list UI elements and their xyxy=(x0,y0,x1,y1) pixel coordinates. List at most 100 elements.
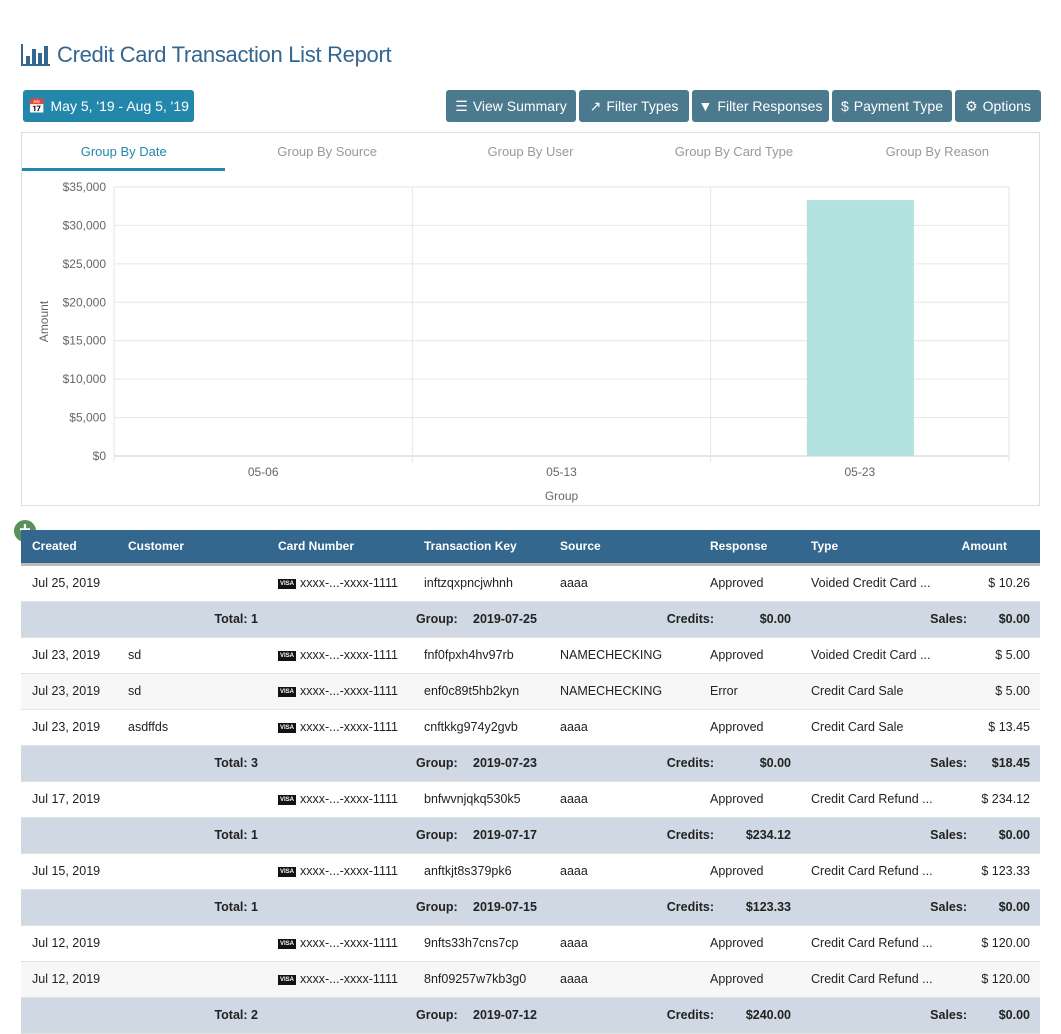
list-icon: ☰ xyxy=(455,97,468,114)
response-cell-text: Approved xyxy=(710,720,764,734)
credits-value-text: $240.00 xyxy=(745,1008,791,1022)
column-header[interactable]: Card Number xyxy=(278,539,355,553)
created-cell: Jul 23, 2019 xyxy=(32,674,100,709)
transaction-key-cell: enf0c89t5hb2kyn xyxy=(424,674,519,709)
sales-label: Sales: xyxy=(930,998,967,1033)
y-tick-label: $30,000 xyxy=(63,218,107,232)
type-cell: Credit Card Sale xyxy=(811,710,903,745)
column-header[interactable]: Type xyxy=(811,539,839,553)
group-value-text: 2019-07-25 xyxy=(473,612,537,626)
type-cell: Credit Card Refund ... xyxy=(811,854,933,889)
sales-label: Sales: xyxy=(930,818,967,853)
visa-card-icon: VISA xyxy=(278,650,297,661)
credits-value: $0.00 xyxy=(760,746,791,781)
created-cell-text: Jul 15, 2019 xyxy=(32,864,101,878)
total-count: Total: 1 xyxy=(214,818,258,853)
credits-label-text: Credits: xyxy=(666,756,714,770)
card-number-cell-text: xxxx-...-xxxx-1111 xyxy=(300,936,398,950)
source-cell-text: aaaa xyxy=(560,936,588,950)
amount-cell-text: $ 10.26 xyxy=(988,576,1030,590)
visa-card-icon: VISA xyxy=(278,722,297,733)
source-cell: aaaa xyxy=(560,962,588,997)
credits-value: $240.00 xyxy=(746,998,791,1033)
bar-chart: $0 $5,000 $10,000 $15,000 $20,000 $25,000 $30,… xyxy=(37,180,1010,503)
date-range-label: May 5, '19 - Aug 5, '19 xyxy=(50,98,189,114)
transaction-key-cell-text: 9nfts33h7cns7cp xyxy=(424,936,519,950)
sales-value-text: $0.00 xyxy=(998,900,1030,914)
x-tick-label: 05-23 xyxy=(844,465,875,479)
card-number-cell-text: xxxx-...-xxxx-1111 xyxy=(300,792,398,806)
card-number-cell-text: xxxx-...-xxxx-1111 xyxy=(300,684,398,698)
button-label: View Summary xyxy=(472,98,567,114)
payment-type-button[interactable]: $ Payment Type xyxy=(832,90,952,122)
sales-label-text: Sales: xyxy=(930,612,967,626)
group-label: Group: xyxy=(416,602,458,637)
credits-label-text: Credits: xyxy=(666,1008,714,1022)
page-title: Credit Card Transaction List Report xyxy=(21,42,392,68)
card-number-cell: VISA xxxx-...-xxxx-1111 xyxy=(278,782,398,817)
group-value-text: 2019-07-12 xyxy=(473,1008,537,1022)
tab-group-by-source[interactable]: Group By Source xyxy=(277,144,377,159)
created-cell: Jul 15, 2019 xyxy=(32,854,100,889)
filter-responses-button[interactable]: ▼ Filter Responses xyxy=(692,90,829,122)
credits-value-text: $0.00 xyxy=(759,756,791,770)
sales-label-text: Sales: xyxy=(930,828,967,842)
x-tick-label: 05-06 xyxy=(248,465,279,479)
y-tick-label: $5,000 xyxy=(69,411,106,425)
group-value: 2019-07-23 xyxy=(473,746,537,781)
column-header[interactable]: Customer xyxy=(128,539,185,553)
transaction-key-cell-text: inftzqxpncjwhnh xyxy=(424,576,513,590)
column-header[interactable]: Amount xyxy=(961,539,1007,553)
total-count-text: Total: 2 xyxy=(214,1008,258,1022)
source-cell: aaaa xyxy=(560,710,588,745)
visa-card-icon: VISA xyxy=(278,974,297,985)
credits-label: Credits: xyxy=(667,890,714,925)
sales-value-text: $18.45 xyxy=(991,756,1030,770)
source-cell-text: aaaa xyxy=(560,720,588,734)
amount-cell: $ 5.00 xyxy=(995,638,1030,673)
group-tabs: Group By Date Group By Source Group By U… xyxy=(22,133,1039,171)
customer-cell-text: sd xyxy=(128,684,142,698)
sales-label: Sales: xyxy=(930,602,967,637)
group-label: Group: xyxy=(416,998,458,1033)
created-cell-text: Jul 23, 2019 xyxy=(32,684,101,698)
sales-value-text: $0.00 xyxy=(998,1008,1030,1022)
options-button[interactable]: ⚙ Options xyxy=(955,90,1041,122)
column-header[interactable]: Source xyxy=(560,539,601,553)
credits-label-text: Credits: xyxy=(666,828,714,842)
credits-label: Credits: xyxy=(667,818,714,853)
button-label: Payment Type xyxy=(853,98,944,114)
transaction-key-cell: 9nfts33h7cns7cp xyxy=(424,926,519,961)
sales-value: $0.00 xyxy=(999,818,1030,853)
group-label: Group: xyxy=(416,890,458,925)
tab-group-by-card-type[interactable]: Group By Card Type xyxy=(674,144,794,159)
credits-label-text: Credits: xyxy=(666,900,714,914)
response-cell-text: Error xyxy=(710,684,738,698)
source-cell: NAMECHECKING xyxy=(560,638,662,673)
tab-group-by-date[interactable]: Group By Date xyxy=(22,133,226,171)
total-count: Total: 2 xyxy=(214,998,258,1033)
column-header[interactable]: Response xyxy=(710,539,768,553)
column-header[interactable]: Created xyxy=(32,539,77,553)
total-count-text: Total: 1 xyxy=(214,612,258,626)
card-number-cell-text: xxxx-...-xxxx-1111 xyxy=(300,864,398,878)
amount-cell-text: $ 123.33 xyxy=(981,864,1030,878)
external-link-icon: ↗ xyxy=(589,97,602,114)
date-range-button[interactable]: 📅 May 5, '19 - Aug 5, '19 xyxy=(23,90,194,122)
transaction-key-cell: fnf0fpxh4hv97rb xyxy=(424,638,514,673)
y-tick-label: $0 xyxy=(93,449,107,463)
customer-cell: sd xyxy=(128,638,141,673)
tab-group-by-user[interactable]: Group By User xyxy=(487,144,574,159)
sales-value: $0.00 xyxy=(999,890,1030,925)
created-cell-text: Jul 23, 2019 xyxy=(32,648,101,662)
view-summary-button[interactable]: ☰ View Summary xyxy=(446,90,576,122)
group-label-text: Group: xyxy=(416,900,458,914)
column-header[interactable]: Transaction Key xyxy=(424,539,517,553)
sales-value-text: $0.00 xyxy=(998,828,1030,842)
tab-group-by-reason[interactable]: Group By Reason xyxy=(885,144,989,159)
group-label: Group: xyxy=(416,818,458,853)
filter-types-button[interactable]: ↗ Filter Types xyxy=(579,90,689,122)
card-number-cell-text: xxxx-...-xxxx-1111 xyxy=(300,648,398,662)
created-cell: Jul 17, 2019 xyxy=(32,782,100,817)
created-cell-text: Jul 17, 2019 xyxy=(32,792,101,806)
